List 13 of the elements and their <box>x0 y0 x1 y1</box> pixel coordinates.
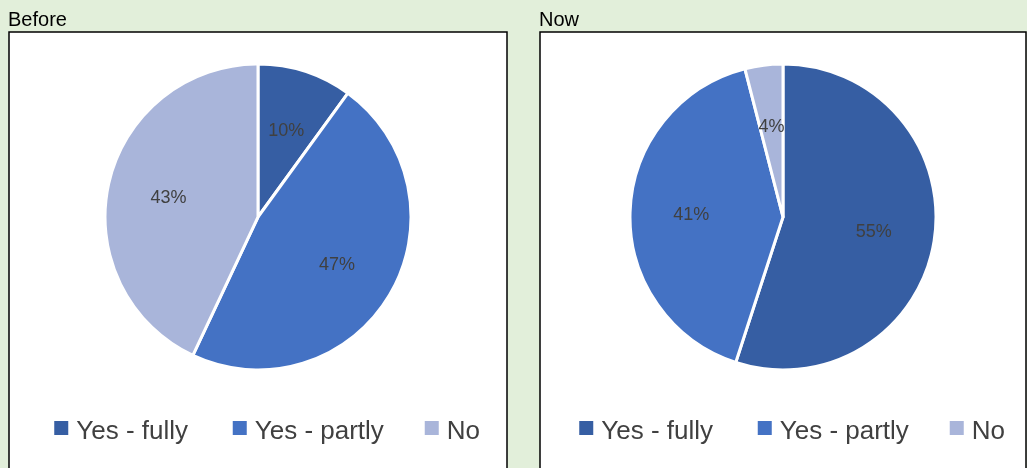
data-label: 47% <box>319 253 356 274</box>
chart-title: Before <box>8 8 67 30</box>
data-label: 55% <box>855 221 892 242</box>
legend-label: No <box>446 415 480 445</box>
legend-label: Yes - partly <box>254 415 384 445</box>
legend-label: Yes - fully <box>601 415 714 445</box>
data-label: 41% <box>673 204 710 225</box>
legend-label: No <box>971 415 1005 445</box>
chart-title: Now <box>539 8 580 30</box>
data-label: 10% <box>268 119 305 140</box>
legend-label: Yes - partly <box>779 415 909 445</box>
legend-label: Yes - fully <box>76 415 189 445</box>
data-label: 43% <box>150 186 187 207</box>
